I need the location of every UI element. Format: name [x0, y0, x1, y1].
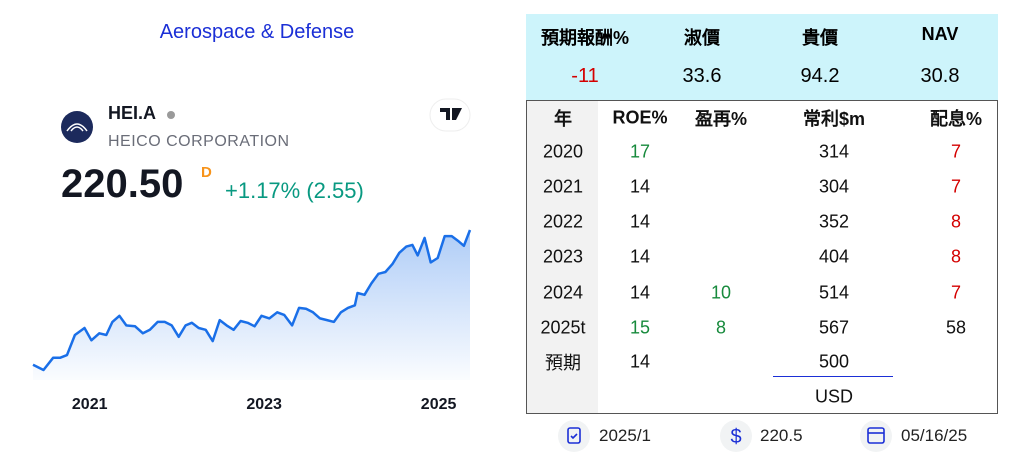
cell: 8	[950, 211, 962, 232]
cell: 17	[629, 141, 651, 162]
table-frame	[526, 100, 998, 414]
cell: 8	[950, 246, 962, 267]
cell: 14	[629, 351, 651, 372]
cell: 14	[629, 246, 651, 267]
cell: 14	[629, 176, 651, 197]
check-icon	[570, 433, 578, 440]
column-header: 年	[554, 109, 572, 129]
valuation-value: -11	[571, 65, 599, 87]
cell: 15	[629, 317, 651, 338]
cell: 500	[818, 351, 850, 372]
footer-icons: $	[558, 420, 892, 452]
column-header: 常利$m	[802, 109, 866, 129]
icon-bg	[860, 420, 892, 452]
valuation-value: 33.6	[682, 65, 722, 87]
cell: 7	[950, 176, 962, 197]
cell: 352	[818, 211, 850, 232]
status-dot	[167, 111, 175, 119]
cell: 7	[950, 141, 962, 162]
unit-rule	[773, 376, 893, 377]
footer-item: 2025/1	[599, 426, 651, 445]
footer-item: 05/16/25	[901, 426, 968, 445]
cell: 314	[818, 141, 850, 162]
calendar-icon	[867, 427, 885, 444]
cell: 2020	[542, 141, 584, 162]
column-header: ROE%	[612, 107, 668, 128]
column-header: 配息%	[929, 109, 983, 129]
company-name: HEICO CORPORATION	[108, 133, 290, 150]
footer-item: 220.5	[760, 426, 803, 445]
cell: 514	[818, 282, 850, 303]
cell: 10	[710, 282, 732, 303]
cell: 2024	[542, 282, 584, 303]
chart: 2021 2023 2025	[32, 98, 472, 413]
dollar-icon: $	[730, 426, 741, 448]
cell: 567	[818, 317, 850, 338]
valuation-label: 貴價	[802, 28, 838, 48]
area-fill	[33, 230, 470, 380]
cell: 2025t	[540, 317, 586, 338]
unit: USD	[814, 386, 854, 407]
column-header: 盈再%	[694, 109, 748, 129]
cell: 8	[715, 317, 727, 338]
tv-mark	[440, 108, 462, 120]
cell: 2021	[542, 176, 584, 197]
valuation-label: 淑價	[684, 28, 720, 48]
x-tick-label: 2025	[421, 396, 457, 413]
symbol: HEI.A	[108, 103, 157, 123]
valuation-panel	[526, 14, 998, 100]
logo-mark	[66, 123, 88, 132]
valuation-label: 預期報酬%	[540, 28, 630, 48]
cell: 2022	[542, 211, 584, 232]
cell: 7	[950, 282, 962, 303]
cell: 2023	[542, 246, 584, 267]
cell: 預期	[545, 353, 581, 373]
x-tick-label: 2021	[72, 396, 108, 413]
valuation-label: NAV	[921, 24, 959, 44]
x-tick-label: 2023	[246, 396, 282, 413]
data-table: 年 ROE% 盈再% 常利$m 配息% 2020 17 314 7 2021 1…	[0, 0, 982, 407]
cell: 404	[818, 246, 850, 267]
valuation-value: 94.2	[800, 65, 840, 87]
price-suffix: D	[201, 164, 212, 181]
price: 220.50	[61, 162, 184, 206]
cell: 14	[629, 211, 651, 232]
price-line	[32, 229, 472, 372]
valuation-value: 30.8	[920, 65, 960, 87]
price-change: +1.17% (2.55)	[225, 178, 364, 203]
cell: 304	[818, 176, 850, 197]
cell: 58	[945, 317, 967, 338]
icon-bg	[720, 420, 752, 452]
report-icon	[567, 427, 581, 444]
title: Aerospace & Defense	[159, 21, 355, 43]
year-column	[527, 101, 598, 413]
cell: 14	[629, 282, 651, 303]
